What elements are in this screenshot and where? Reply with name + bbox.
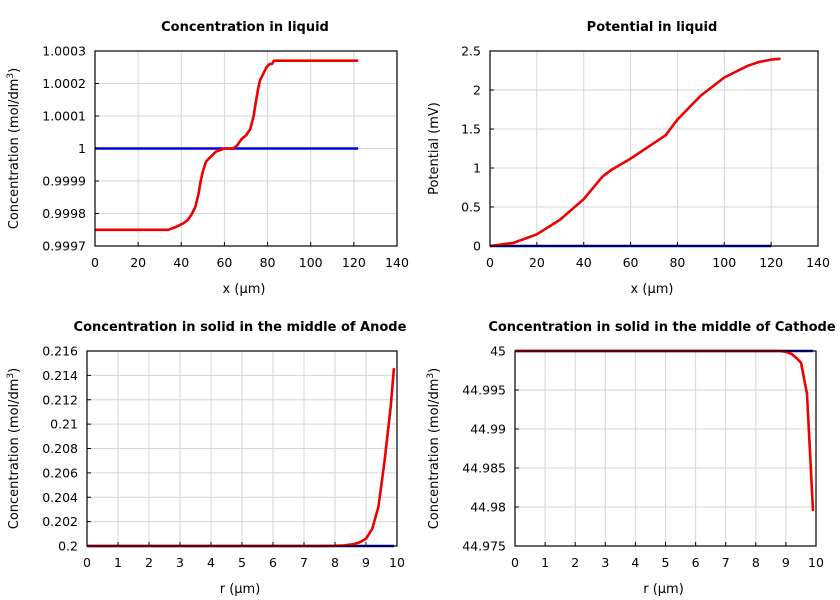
x-axis-label: r (µm) <box>643 582 684 597</box>
x-tick-label: 120 <box>759 255 783 270</box>
y-tick-label: 0.206 <box>42 465 78 480</box>
x-tick-label: 0 <box>486 255 494 270</box>
y-tick-label: 2.5 <box>461 44 481 59</box>
x-tick-label: 0 <box>83 555 91 570</box>
chart-panel-4: 0 1 2 3 4 5 6 7 8 9 1044.97544.9844.98544.9944.995… <box>426 320 836 597</box>
chart-title: Concentration in liquid <box>161 20 329 35</box>
y-tick-label: 1.0003 <box>42 44 86 59</box>
x-tick-label: 5 <box>662 555 670 570</box>
y-tick-label: 0.9997 <box>42 239 86 254</box>
x-tick-label: 2 <box>571 555 579 570</box>
y-axis-label: Concentration (mol/dm3) <box>6 68 22 230</box>
y-tick-label: 44.995 <box>462 383 506 398</box>
series-line-red <box>87 367 396 548</box>
x-tick-label: 60 <box>216 255 232 270</box>
y-tick-label: 1 <box>473 161 481 176</box>
x-tick-label: 4 <box>631 555 639 570</box>
y-tick-label: 0.208 <box>42 441 78 456</box>
x-tick-label: 40 <box>576 255 592 270</box>
y-axis-label: Potential (mV) <box>427 102 442 195</box>
chart-panel-3: 0 1 2 3 4 5 6 7 8 9 10 0.2 0.202 0.204 0.206 0.208 0.21 0… <box>6 320 407 597</box>
y-tick-label: 45 <box>490 344 506 359</box>
x-tick-label: 1 <box>114 555 122 570</box>
x-tick-label: 60 <box>623 255 639 270</box>
y-tick-label: 44.98 <box>470 500 506 515</box>
y-tick-label: 1.5 <box>461 122 481 137</box>
y-tick-label: 0.21 <box>50 417 78 432</box>
y-axis-label: Concentration (mol/dm3) <box>6 368 22 530</box>
x-tick-label: 10 <box>808 555 824 570</box>
x-tick-label: 8 <box>752 555 760 570</box>
y-tick-label: 44.975 <box>462 539 506 554</box>
y-tick-label: 1.0002 <box>42 76 86 91</box>
y-tick-label: 44.985 <box>462 461 506 476</box>
x-tick-label: 7 <box>300 555 308 570</box>
x-tick-label: 6 <box>269 555 277 570</box>
y-tick-label: 2 <box>473 83 481 98</box>
y-tick-label: 0.212 <box>42 392 78 407</box>
chart-panel-1: 0 20 40 60 80 100 120 140 0.9997 0.9998 0.9999 1 1.0… <box>6 20 409 297</box>
y-tick-label: 0.204 <box>42 490 78 505</box>
y-tick-label: 1.0001 <box>42 109 86 124</box>
y-tick-label: 0.214 <box>42 368 78 383</box>
x-tick-label: 6 <box>692 555 700 570</box>
x-tick-label: 120 <box>342 255 366 270</box>
plot-frame <box>489 50 819 247</box>
chart-title: Concentration in solid in the middle of … <box>488 320 836 335</box>
x-axis-label: x (µm) <box>223 282 266 297</box>
x-tick-label: 1 <box>541 555 549 570</box>
y-tick-label: 0 <box>473 239 481 254</box>
y-tick-label: 0.216 <box>42 344 78 359</box>
x-tick-label: 7 <box>722 555 730 570</box>
x-tick-label: 20 <box>130 255 146 270</box>
y-tick-label: 0.9999 <box>42 174 86 189</box>
y-tick-label: 1 <box>78 141 86 156</box>
x-tick-label: 100 <box>299 255 323 270</box>
y-tick-label: 0.5 <box>461 200 481 215</box>
x-tick-label: 140 <box>806 255 830 270</box>
y-tick-label: 0.9998 <box>42 206 86 221</box>
y-tick-label: 0.202 <box>42 514 78 529</box>
chart-title: Concentration in solid in the middle of … <box>74 320 407 335</box>
y-tick-label: 0.2 <box>58 539 78 554</box>
x-axis-label: x (µm) <box>631 282 674 297</box>
x-tick-label: 100 <box>712 255 736 270</box>
chart-title: Potential in liquid <box>587 20 718 35</box>
x-tick-label: 80 <box>669 255 685 270</box>
x-tick-label: 40 <box>173 255 189 270</box>
series-line-red <box>95 59 359 232</box>
x-tick-label: 9 <box>362 555 370 570</box>
y-axis-label: Concentration (mol/dm3) <box>426 368 442 530</box>
x-axis-label: r (µm) <box>220 582 261 597</box>
x-tick-label: 5 <box>238 555 246 570</box>
x-tick-label: 4 <box>207 555 215 570</box>
x-tick-label: 8 <box>331 555 339 570</box>
x-tick-label: 140 <box>385 255 409 270</box>
series-line-red <box>489 57 781 248</box>
x-tick-label: 3 <box>176 555 184 570</box>
x-tick-label: 9 <box>782 555 790 570</box>
chart-panel-2: 0 20 40 60 80 100 120 140 0 0.5 1 1.5 2 2.5 Potential … <box>427 20 830 297</box>
series-line-red <box>515 349 815 511</box>
x-tick-label: 80 <box>260 255 276 270</box>
x-tick-label: 2 <box>145 555 153 570</box>
x-tick-label: 0 <box>91 255 99 270</box>
x-tick-label: 20 <box>529 255 545 270</box>
x-tick-label: 3 <box>601 555 609 570</box>
x-tick-label: 10 <box>389 555 405 570</box>
y-tick-label: 44.99 <box>470 422 506 437</box>
x-tick-label: 0 <box>511 555 519 570</box>
